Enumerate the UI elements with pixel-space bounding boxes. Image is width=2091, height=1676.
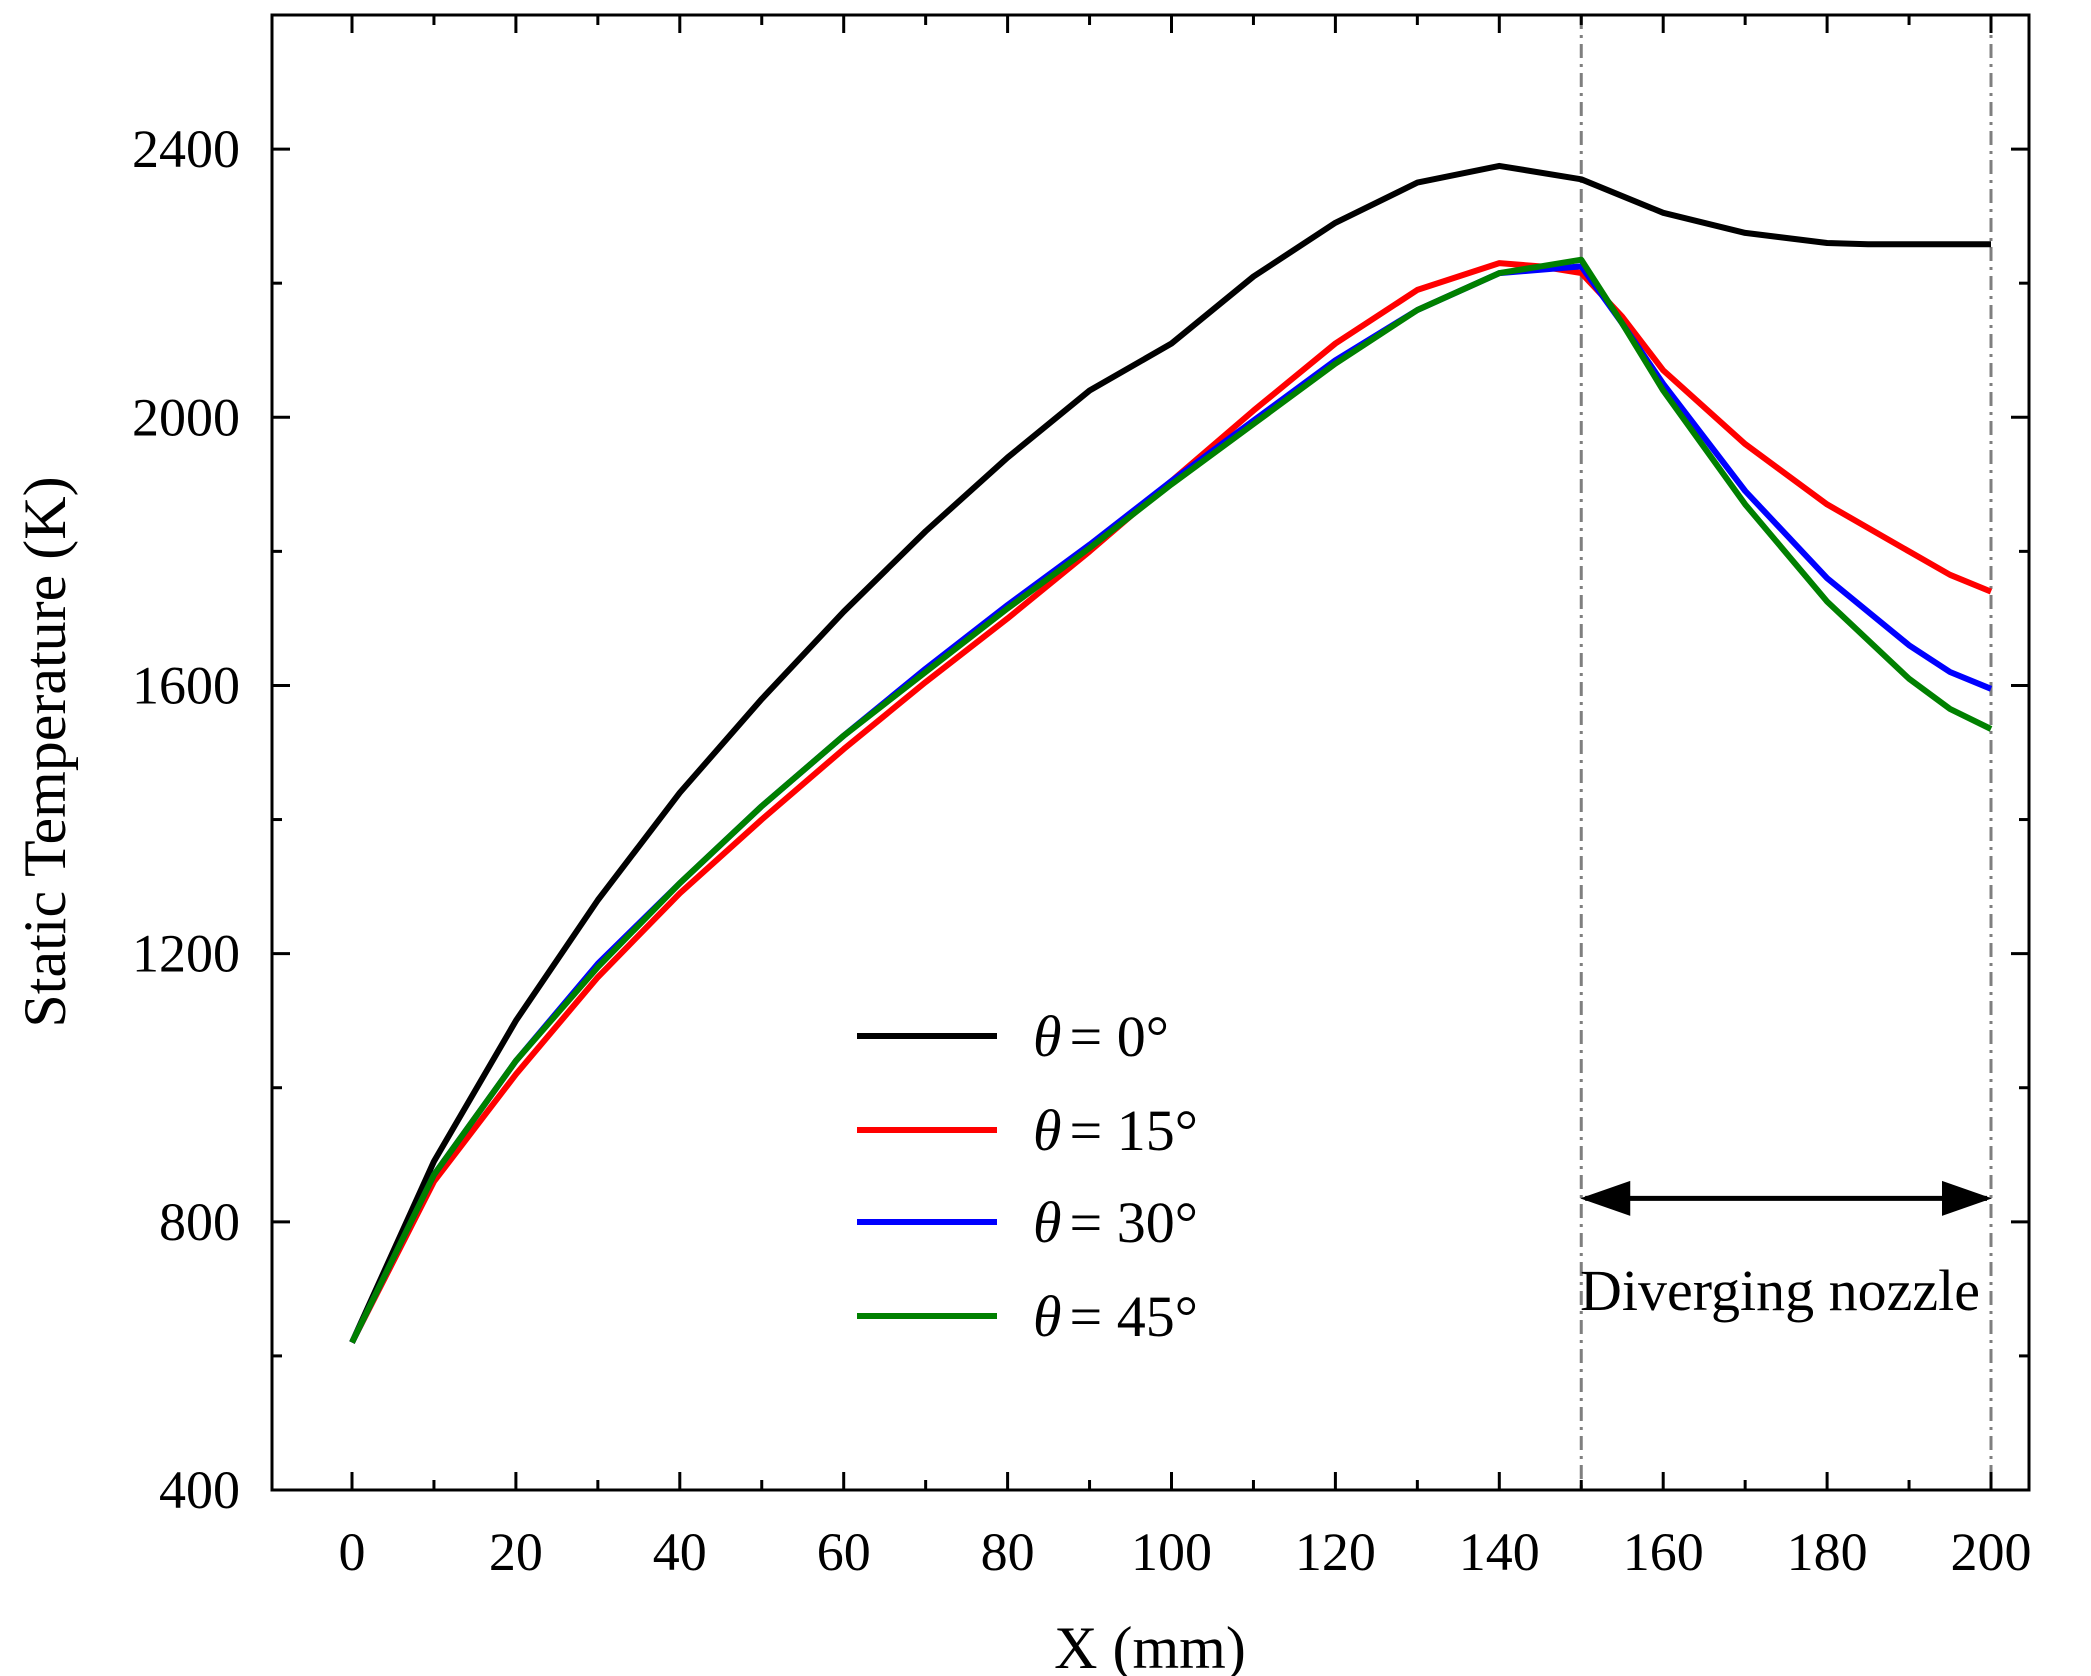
- x-tick-label: 180: [1787, 1522, 1868, 1582]
- x-tick-label: 0: [339, 1522, 366, 1582]
- legend-label-3: θ = 45°: [1033, 1284, 1198, 1349]
- x-tick-label: 20: [489, 1522, 543, 1582]
- x-tick-label: 40: [653, 1522, 707, 1582]
- y-axis-label: Static Temperature (K): [12, 476, 78, 1027]
- legend-label-2: θ = 30°: [1033, 1190, 1198, 1255]
- series-line-3: [349, 256, 1993, 1344]
- legend-symbol: θ: [1033, 1190, 1062, 1255]
- legend-symbol: θ: [1033, 1284, 1062, 1349]
- diverging-nozzle-label: Diverging nozzle: [1580, 1258, 1980, 1323]
- y-tick-label: 2400: [132, 119, 240, 179]
- series-line-2: [349, 263, 1993, 1344]
- series-line-0: [349, 162, 1991, 1344]
- x-tick-label: 140: [1459, 1522, 1540, 1582]
- x-tick-label: 120: [1295, 1522, 1376, 1582]
- x-tick-label: 100: [1131, 1522, 1212, 1582]
- y-tick-label: 2000: [132, 387, 240, 447]
- legend-symbol: θ: [1033, 1098, 1062, 1163]
- x-tick-label: 160: [1623, 1522, 1704, 1582]
- legend-value: = 15°: [1070, 1098, 1198, 1163]
- legend-label-1: θ = 15°: [1033, 1098, 1198, 1163]
- x-tick-label: 80: [981, 1522, 1035, 1582]
- legend: θ = 0°θ = 15°θ = 30°θ = 45°: [857, 1004, 1198, 1349]
- legend-value: = 45°: [1070, 1284, 1198, 1349]
- legend-value: = 0°: [1070, 1004, 1169, 1069]
- plot-frame: [270, 13, 2031, 1492]
- x-tick-label: 200: [1951, 1522, 2032, 1582]
- y-tick-label: 800: [159, 1192, 240, 1252]
- legend-label-0: θ = 0°: [1033, 1004, 1169, 1069]
- series-line-1: [349, 260, 1993, 1344]
- legend-symbol: θ: [1033, 1004, 1062, 1069]
- legend-value: = 30°: [1070, 1190, 1198, 1255]
- x-axis-label: X (mm): [1054, 1615, 1246, 1676]
- y-tick-label: 400: [159, 1460, 240, 1520]
- y-tick-label: 1200: [132, 924, 240, 984]
- y-tick-label: 1600: [132, 655, 240, 715]
- x-tick-label: 60: [817, 1522, 871, 1582]
